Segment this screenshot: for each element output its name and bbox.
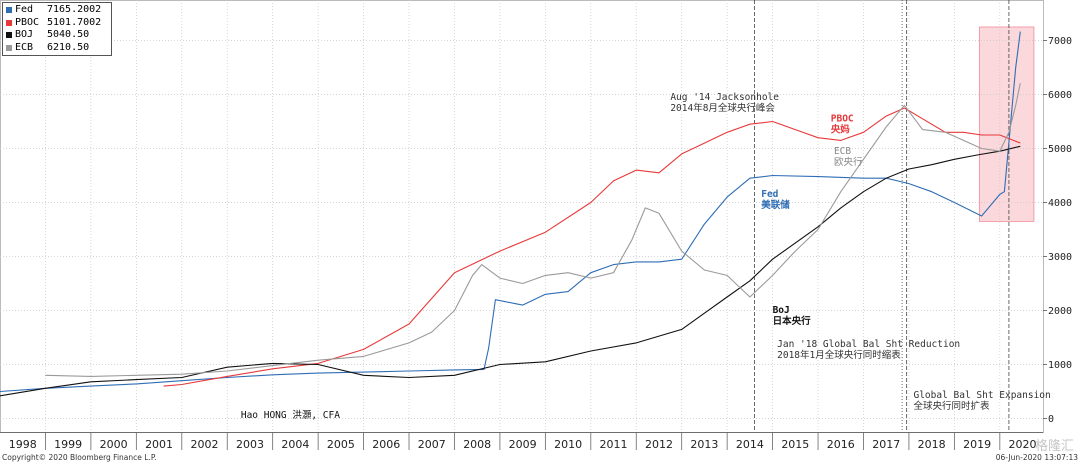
annotation-line: Fed <box>761 189 778 200</box>
copyright-text: Copyright© 2020 Bloomberg Finance L.P. <box>2 453 157 462</box>
annotation-line: 2014年8月全球央行峰会 <box>670 102 775 114</box>
annotation-line: Hao HONG 洪灝, CFA <box>241 409 340 421</box>
legend-label: Fed <box>15 4 34 15</box>
x-tick-label: 2015 <box>781 438 809 451</box>
series-line-fed <box>0 31 1021 393</box>
x-tick-label: 1999 <box>54 438 82 451</box>
x-tick-label: 2011 <box>600 438 628 451</box>
legend-item-ecb: ECB 6210.50 <box>6 42 108 55</box>
legend-swatch-ecb <box>6 44 12 51</box>
y-tick-label: 6000 <box>1048 90 1072 101</box>
y-tick-label: 7000 <box>1048 36 1072 47</box>
x-tick-label: 2010 <box>554 438 582 451</box>
legend-value: 6210.50 <box>47 41 90 53</box>
y-tick-label: 0 <box>1048 414 1054 425</box>
chart-annotation: Jan '18 Global Bal Sht Reduction 2018年1月全… <box>777 339 960 361</box>
annotation-line: ECB <box>834 146 851 157</box>
x-tick-label: 2007 <box>418 438 446 451</box>
annotation-line: BoJ <box>773 305 790 316</box>
x-tick-label: 2012 <box>645 438 673 451</box>
y-tick-label: 2000 <box>1048 306 1072 317</box>
chart-annotation: Hao HONG 洪灝, CFA <box>241 409 340 421</box>
timestamp-text: 06-Jun-2020 13:07:13 <box>995 453 1078 462</box>
y-tick-label: 3000 <box>1048 252 1072 263</box>
legend-label: ECB <box>15 41 34 53</box>
chart-annotation: Fed 美联储 <box>760 189 790 211</box>
x-tick-label: 2013 <box>690 438 718 451</box>
x-tick-label: 1998 <box>9 438 37 451</box>
legend-swatch-pboc <box>6 19 12 26</box>
legend-swatch-fed <box>6 7 12 14</box>
annotation-line: 央妈 <box>831 124 851 136</box>
x-tick-label: 2014 <box>736 438 764 451</box>
legend-box: Fed 7165.2002 PBOC 5101.7002 BOJ 5040.50… <box>2 2 112 56</box>
chart-annotation: PBOC 央妈 <box>831 114 854 136</box>
x-tick-label: 2008 <box>463 438 491 451</box>
highlight-region <box>978 26 1035 222</box>
chart-annotation: Global Bal Sht Expansion 全球央行同时扩表 <box>913 390 1050 412</box>
legend-item-fed: Fed 7165.2002 <box>6 4 108 17</box>
annotation-line: 欧央行 <box>834 156 863 168</box>
x-tick-label: 2001 <box>145 438 173 451</box>
plot-area <box>0 0 1044 433</box>
legend-label: BOJ <box>15 29 34 40</box>
chart-annotation: BoJ 日本央行 <box>773 305 812 327</box>
legend-value: 5040.50 <box>47 29 90 40</box>
annotation-line: 美联储 <box>760 199 790 211</box>
x-tick-label: 2004 <box>281 438 309 451</box>
watermark-logo: 格隆汇 <box>1034 439 1074 454</box>
annotation-line: Aug '14 Jacksonhole <box>670 92 779 103</box>
y-tick-label: 4000 <box>1048 198 1072 209</box>
annotation-line: Global Bal Sht Expansion <box>913 390 1050 401</box>
x-tick-label: 2017 <box>872 438 900 451</box>
series-line-ecb <box>45 82 1021 377</box>
x-tick-label: 2019 <box>963 438 991 451</box>
legend-item-pboc: PBOC 5101.7002 <box>6 17 108 30</box>
x-tick-label: 2016 <box>827 438 855 451</box>
x-tick-label: 2002 <box>191 438 219 451</box>
series-line-pboc <box>163 107 1021 387</box>
x-tick-label: 2020 <box>1009 438 1037 451</box>
y-tick-label: 5000 <box>1048 144 1072 155</box>
legend-label: PBOC <box>15 16 40 28</box>
x-tick-label: 2005 <box>327 438 355 451</box>
x-tick-label: 2003 <box>236 438 264 451</box>
legend-value: 7165.2002 <box>47 4 102 15</box>
x-tick-label: 2006 <box>372 438 400 451</box>
annotation-line: 日本央行 <box>773 315 812 327</box>
chart-annotation: Aug '14 Jacksonhole 2014年8月全球央行峰会 <box>670 92 779 114</box>
legend-value: 5101.7002 <box>47 16 102 28</box>
legend-swatch-boj <box>6 32 12 39</box>
annotation-line: 全球央行同时扩表 <box>913 400 990 412</box>
x-tick-label: 2000 <box>100 438 128 451</box>
x-tick-label: 2009 <box>509 438 537 451</box>
annotation-line: 2018年1月全球央行同时缩表 <box>777 349 901 361</box>
y-tick-label: 1000 <box>1048 360 1072 371</box>
series-line-boj <box>0 145 1021 397</box>
annotation-line: PBOC <box>831 114 854 125</box>
x-tick-label: 2018 <box>918 438 946 451</box>
chart-annotation: ECB 欧央行 <box>834 146 863 168</box>
annotation-line: Jan '18 Global Bal Sht Reduction <box>777 339 960 350</box>
legend-item-boj: BOJ 5040.50 <box>6 29 108 42</box>
